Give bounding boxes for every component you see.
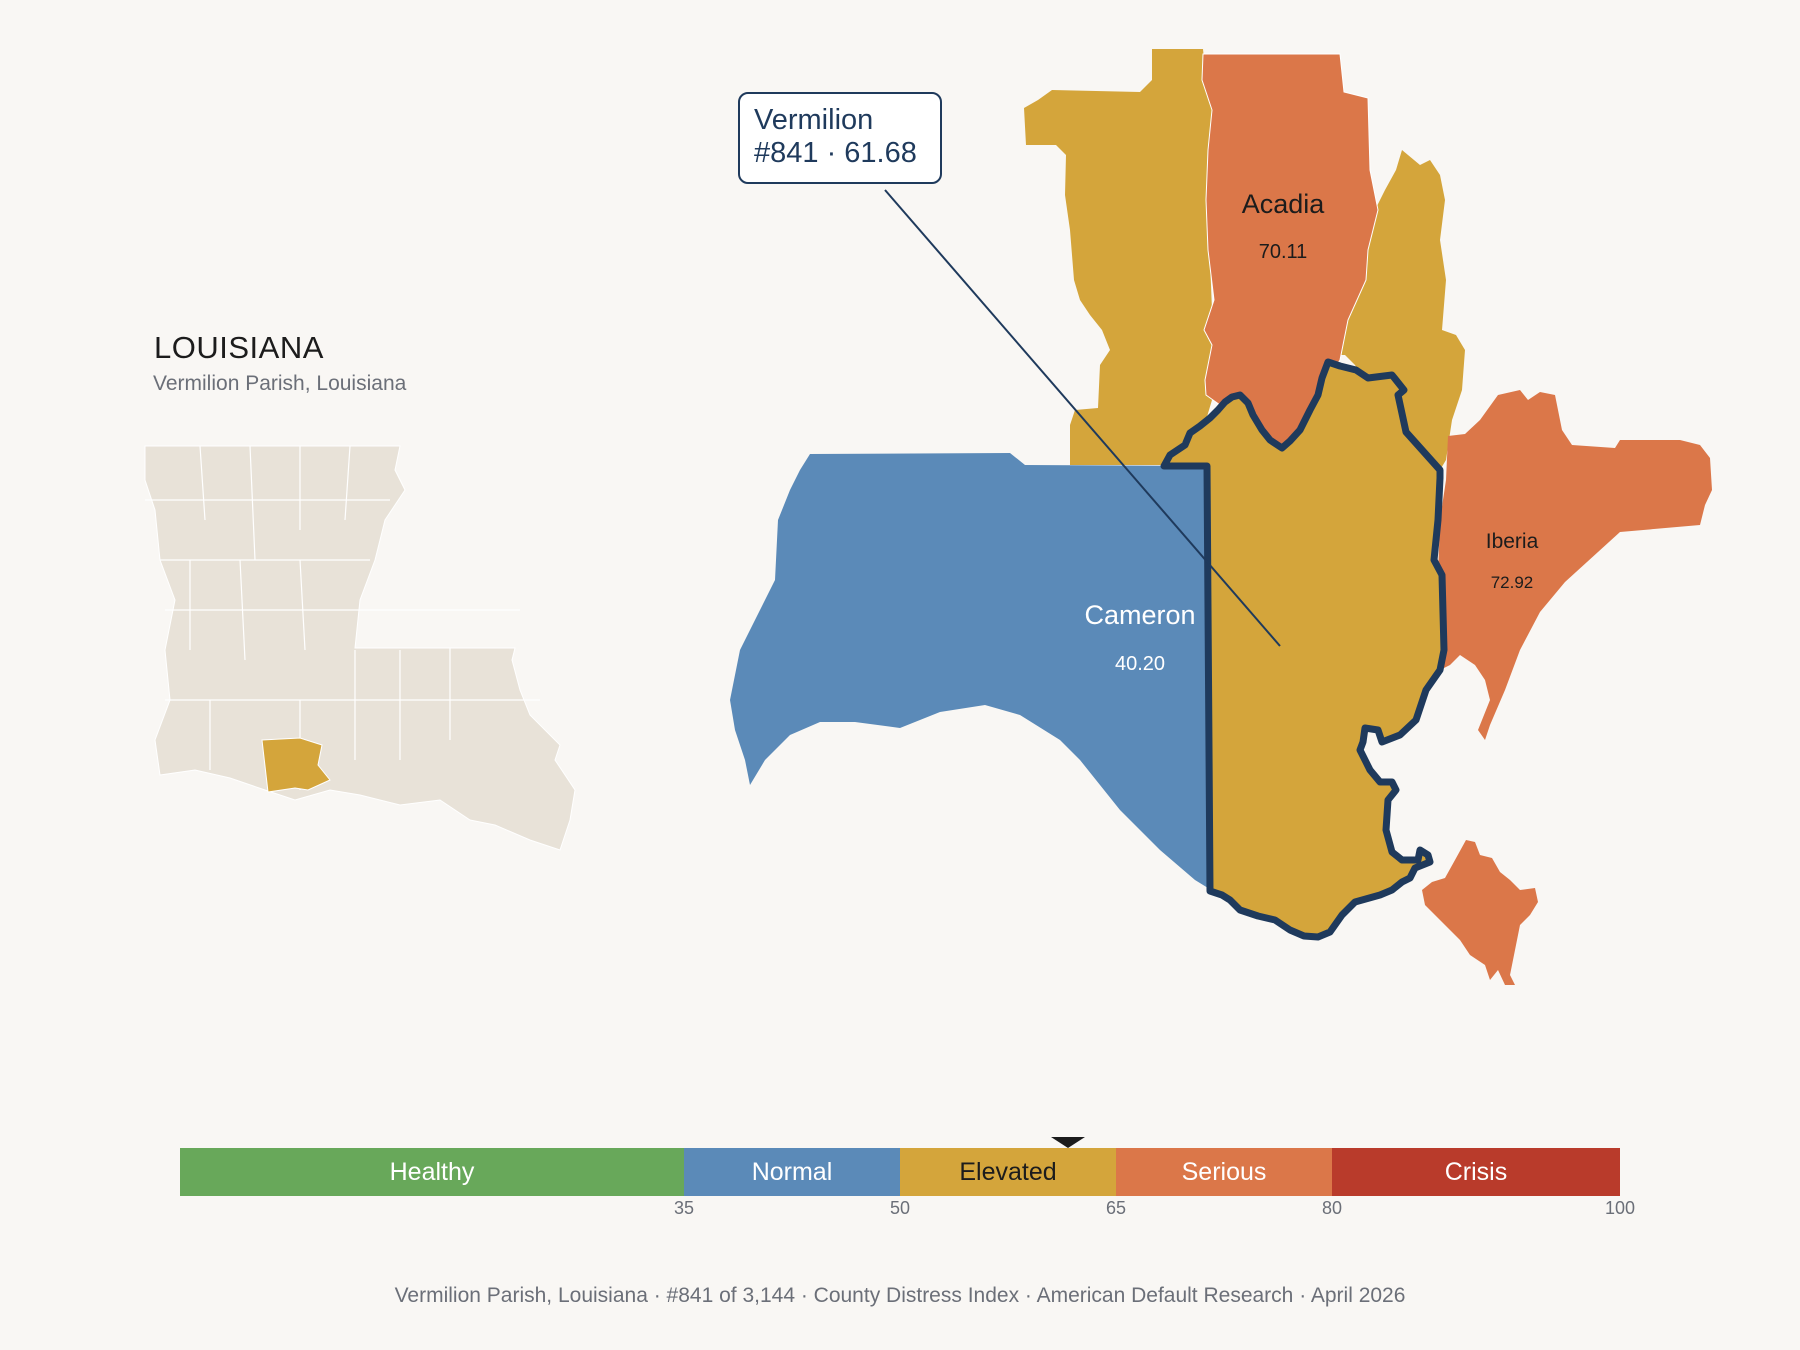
- jeff-davis-parish[interactable]: [1024, 49, 1218, 465]
- iberia-island[interactable]: [1422, 840, 1538, 985]
- callout-name: Vermilion: [754, 104, 874, 136]
- distress-legend: Healthy Normal Elevated Serious Crisis: [180, 1148, 1620, 1196]
- callout-rank-score: #841 · 61.68: [754, 137, 917, 169]
- vermilion-inset-highlight: [261, 737, 331, 793]
- legend-value-marker: [1051, 1137, 1086, 1148]
- louisiana-inset-map: [144, 445, 576, 851]
- footer-caption: Vermilion Parish, Louisiana · #841 of 3,…: [394, 1284, 1406, 1307]
- legend-segment-normal: Normal: [684, 1148, 900, 1196]
- legend-tick-100: 100: [1604, 1198, 1636, 1218]
- legend-tick-50: 50: [889, 1198, 911, 1218]
- iberia-parish[interactable]: [1438, 390, 1712, 740]
- callout-leader-line: [884, 189, 1281, 647]
- iberia-label: Iberia: [1486, 530, 1539, 553]
- legend-segment-healthy: Healthy: [180, 1148, 684, 1196]
- legend-tick-80: 80: [1321, 1198, 1343, 1218]
- state-title: LOUISIANA: [154, 330, 324, 365]
- iberia-value: 72.92: [1491, 573, 1534, 592]
- acadia-label: Acadia: [1242, 189, 1326, 219]
- legend-tick-65: 65: [1105, 1198, 1127, 1218]
- legend-segment-crisis: Crisis: [1332, 1148, 1620, 1196]
- vermilion-callout: Vermilion #841 · 61.68: [738, 92, 942, 184]
- cameron-parish[interactable]: [730, 453, 1208, 888]
- legend-segment-elevated: Elevated: [900, 1148, 1116, 1196]
- legend-segment-serious: Serious: [1116, 1148, 1332, 1196]
- vermilion-parish[interactable]: [1160, 358, 1448, 941]
- legend-tick-35: 35: [673, 1198, 695, 1218]
- acadia-value: 70.11: [1259, 241, 1308, 263]
- state-subtitle: Vermilion Parish, Louisiana: [153, 372, 407, 395]
- louisiana-state-shape: [144, 445, 576, 851]
- parish-borders: [145, 445, 540, 790]
- lafayette-parish[interactable]: [1320, 150, 1465, 470]
- cameron-label: Cameron: [1084, 600, 1195, 630]
- cameron-value: 40.20: [1115, 653, 1165, 675]
